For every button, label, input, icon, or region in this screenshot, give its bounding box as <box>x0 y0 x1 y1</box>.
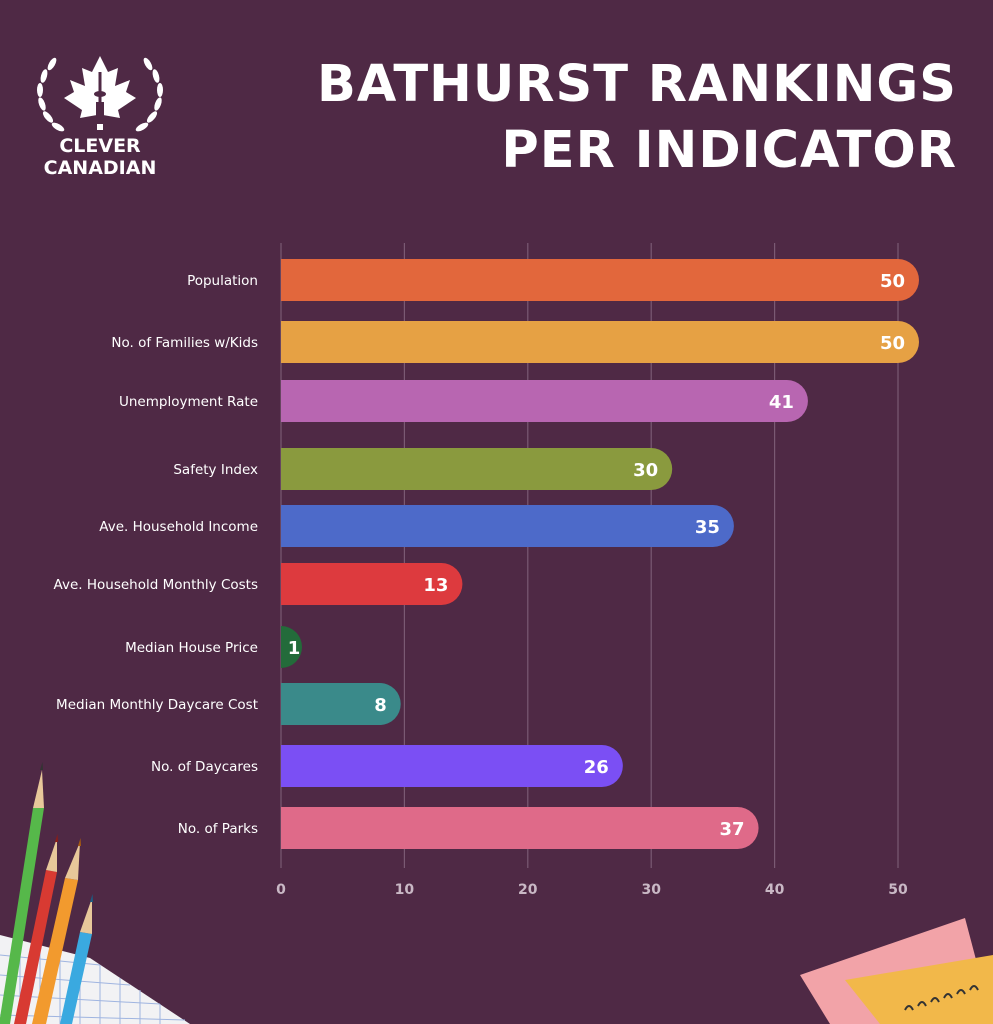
bar <box>281 626 302 668</box>
logo-text-line2: CANADIAN <box>43 157 157 179</box>
chart-title-line2: PER INDICATOR <box>501 121 957 180</box>
bar <box>281 807 759 849</box>
bar-value-label: 13 <box>423 575 448 596</box>
clever-canadian-logo: CLEVER CANADIAN <box>30 42 170 187</box>
sticky-note-yellow-icon <box>845 955 993 1024</box>
category-label: No. of Parks <box>178 821 258 837</box>
category-label: No. of Daycares <box>151 759 258 775</box>
category-label: Ave. Household Income <box>99 519 258 535</box>
bar <box>281 745 623 787</box>
bar-value-label: 26 <box>584 757 609 778</box>
bar-value-label: 50 <box>880 333 905 354</box>
bar-value-label: 8 <box>374 695 387 716</box>
x-tick-label: 0 <box>276 882 286 898</box>
maple-leaf-icon <box>37 56 163 132</box>
x-tick-label: 20 <box>518 882 538 898</box>
bar-value-label: 35 <box>695 517 720 538</box>
bar <box>281 448 673 490</box>
pencil-red-icon <box>14 834 58 1024</box>
bar <box>281 321 919 363</box>
category-label: Ave. Household Monthly Costs <box>54 577 258 593</box>
bar <box>281 563 463 605</box>
bar <box>281 380 808 422</box>
bar-value-label: 50 <box>880 271 905 292</box>
category-label: Median House Price <box>125 640 258 656</box>
category-label: Safety Index <box>173 462 258 478</box>
category-label: Median Monthly Daycare Cost <box>56 697 258 713</box>
pencil-green-icon <box>0 762 44 1024</box>
bar <box>281 259 919 301</box>
x-tick-label: 50 <box>888 882 908 898</box>
category-label: Unemployment Rate <box>119 394 258 410</box>
bar-value-label: 41 <box>769 392 794 413</box>
bar-value-label: 37 <box>720 819 745 840</box>
bar <box>281 683 401 725</box>
category-label: Population <box>187 273 258 289</box>
bar-value-label: 30 <box>633 460 658 481</box>
pencil-blue-icon <box>60 894 93 1024</box>
x-tick-label: 10 <box>395 882 415 898</box>
bar-value-label: 1 <box>288 638 301 659</box>
chart-title: BATHURST RANKINGS PER INDICATOR <box>317 52 957 184</box>
chart-title-line1: BATHURST RANKINGS <box>316 55 957 114</box>
x-tick-label: 40 <box>765 882 785 898</box>
x-tick-label: 30 <box>641 882 661 898</box>
pencil-orange-icon <box>32 838 81 1024</box>
category-label: No. of Families w/Kids <box>111 335 258 351</box>
bar <box>281 505 734 547</box>
logo-text-line1: CLEVER <box>59 135 141 157</box>
